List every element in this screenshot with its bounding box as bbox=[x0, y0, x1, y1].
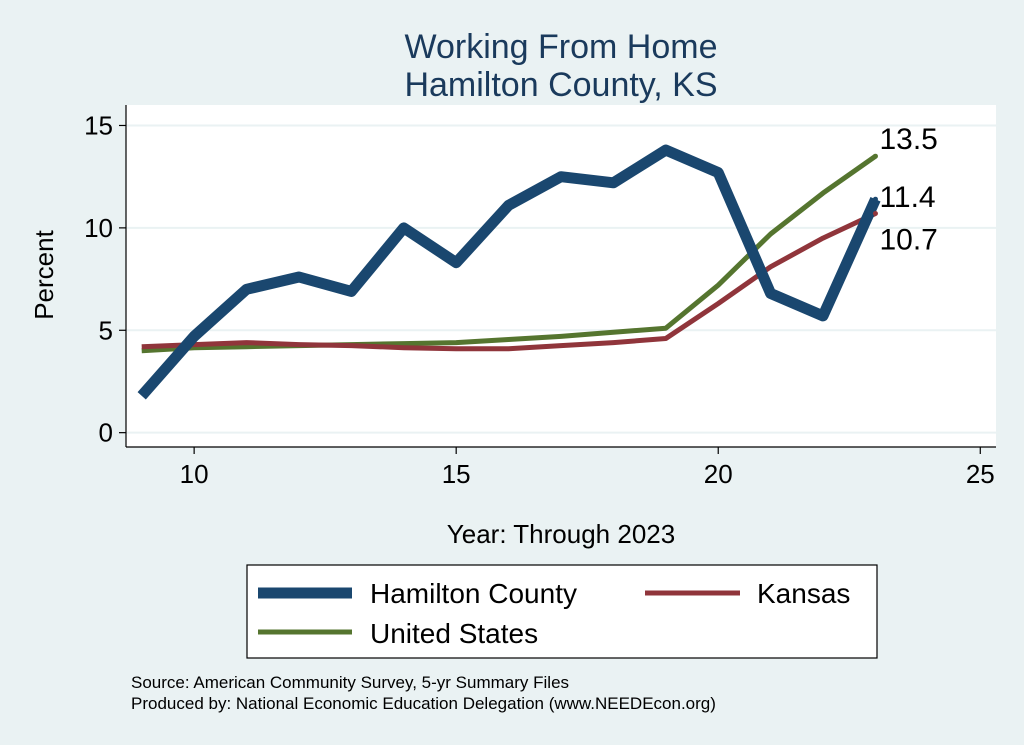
x-tick-label: 15 bbox=[442, 459, 471, 489]
y-tick-label: 15 bbox=[84, 110, 113, 140]
series-lines bbox=[137, 144, 881, 400]
legend-item-kansas: Kansas bbox=[645, 578, 850, 609]
y-tick-label: 10 bbox=[84, 213, 113, 243]
legend-item-hamilton-county: Hamilton County bbox=[258, 578, 577, 609]
legend-label-hamilton-county: Hamilton County bbox=[370, 578, 577, 609]
chart-title-line-1: Working From Home bbox=[405, 28, 718, 66]
end-label-hamilton-county: 11.4 bbox=[879, 181, 935, 214]
gridlines bbox=[126, 124, 996, 434]
x-tick-label: 10 bbox=[180, 459, 209, 489]
y-tick-label: 5 bbox=[99, 315, 113, 345]
legend-label-united-states: United States bbox=[370, 618, 538, 649]
legend-label-kansas: Kansas bbox=[757, 578, 850, 609]
x-tick-label: 25 bbox=[966, 459, 995, 489]
y-tick-label: 0 bbox=[99, 418, 113, 448]
x-tick-label: 20 bbox=[704, 459, 733, 489]
series-line-hamilton-county bbox=[137, 144, 881, 400]
end-point-hamilton-county bbox=[872, 196, 878, 202]
producer-note: Produced by: National Economic Education… bbox=[131, 694, 716, 713]
plot-area bbox=[126, 105, 996, 447]
end-labels: 11.4 10.7 13.5 bbox=[872, 123, 938, 257]
source-note: Source: American Community Survey, 5-yr … bbox=[131, 673, 569, 692]
end-label-kansas: 10.7 bbox=[879, 224, 937, 257]
end-label-united-states: 13.5 bbox=[879, 123, 937, 156]
series-line-kansas bbox=[141, 211, 877, 352]
end-point-united-states bbox=[872, 153, 878, 159]
legend-box bbox=[246, 564, 878, 659]
y-axis-title: Percent bbox=[29, 229, 59, 319]
legend-item-united-states: United States bbox=[258, 618, 538, 649]
chart-title-line-2: Hamilton County, KS bbox=[404, 66, 717, 104]
x-axis-title: Year: Through 2023 bbox=[447, 519, 675, 549]
axis-ticks: 0 5 10 15 10 15 20 25 bbox=[84, 110, 995, 489]
end-point-kansas bbox=[872, 211, 878, 217]
